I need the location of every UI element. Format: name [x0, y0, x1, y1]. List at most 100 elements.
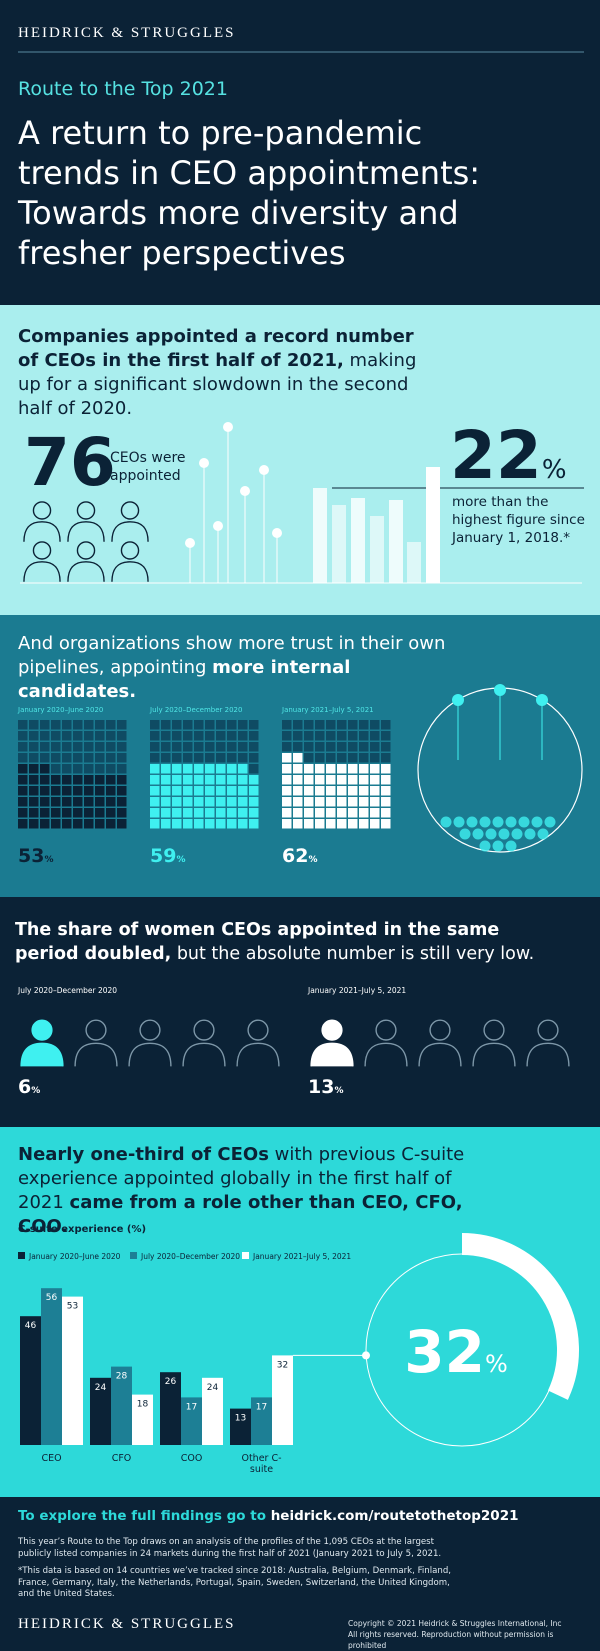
waffle-cell-filled — [227, 786, 237, 796]
waffle-cell-filled — [18, 786, 28, 796]
legend-swatch — [18, 1252, 25, 1259]
waffle-cell — [106, 720, 116, 730]
waffle-cell — [216, 753, 226, 763]
deco-bubble — [479, 816, 491, 828]
waffle-cell-filled — [337, 764, 347, 774]
waffle-cell — [293, 731, 303, 741]
deco-bar — [407, 542, 421, 583]
waffle-cell-filled — [249, 775, 259, 785]
value-label: 24 — [207, 1383, 219, 1393]
waffle-cell — [40, 720, 50, 730]
person-head — [32, 501, 52, 520]
waffle-cell-filled — [315, 786, 325, 796]
waffle-cell-filled — [282, 808, 292, 818]
deco-dot — [494, 684, 506, 696]
waffle-cell-filled — [205, 808, 215, 818]
lollipop-dot — [185, 538, 195, 548]
waffle-cell-filled — [51, 808, 61, 818]
deco-bubble — [531, 816, 543, 828]
waffle-cell — [205, 731, 215, 741]
header-bg — [0, 0, 600, 305]
waffle-cell-filled — [106, 786, 116, 796]
waffle-cell-filled — [282, 764, 292, 774]
waffle-cell-filled — [348, 786, 358, 796]
bar — [181, 1397, 202, 1445]
waffle-cell-filled — [194, 775, 204, 785]
period-label: July 2020–December 2020 — [18, 986, 118, 995]
waffle-cell — [370, 753, 380, 763]
value-number: 6 — [18, 1076, 31, 1098]
waffle-cell — [183, 720, 193, 730]
waffle-cell-filled — [282, 797, 292, 807]
waffle-cell-filled — [359, 808, 369, 818]
waffle-cell — [205, 742, 215, 752]
bar — [111, 1366, 132, 1445]
value-label: 17 — [186, 1402, 197, 1412]
person-body — [526, 1042, 570, 1067]
waffle-cell-filled — [326, 808, 336, 818]
waffle-cell-filled — [381, 819, 391, 829]
chart-title: C-suite experience (%) — [18, 1224, 146, 1235]
waffle-cell — [282, 742, 292, 752]
deco-bubble — [518, 816, 530, 828]
deco-dot — [452, 694, 464, 706]
person-head — [31, 1019, 53, 1041]
waffle-cell — [161, 720, 171, 730]
waffle-cell — [381, 731, 391, 741]
waffle-cell — [84, 753, 94, 763]
deco-bubble — [511, 828, 523, 840]
waffle-cell — [62, 764, 72, 774]
period-label: July 2020–December 2020 — [150, 706, 243, 714]
waffle-cell-filled — [249, 786, 259, 796]
waffle-cell — [172, 753, 182, 763]
deco-bar — [389, 500, 403, 583]
waffle-cell-filled — [117, 786, 127, 796]
deco-bubble — [479, 840, 491, 852]
waffle-cell — [18, 753, 28, 763]
waffle-cell-filled — [293, 764, 303, 774]
section2-headline: And organizations show more trust in the… — [18, 632, 458, 704]
waffle-cell-filled — [29, 819, 39, 829]
waffle-cell-filled — [348, 819, 358, 829]
increase-unit: % — [542, 455, 567, 485]
waffle-cell-filled — [150, 808, 160, 818]
value-unit: % — [31, 1086, 40, 1096]
waffle-cell-filled — [183, 764, 193, 774]
value-label: 28 — [116, 1372, 128, 1382]
waffle-cell-filled — [348, 775, 358, 785]
cta-link[interactable]: heidrick.com/routetothetop2021 — [270, 1508, 519, 1524]
waffle-cell-filled — [117, 808, 127, 818]
waffle-cell — [84, 720, 94, 730]
waffle-cell — [183, 753, 193, 763]
value-label: 32 — [277, 1360, 288, 1370]
waffle-cell-filled — [40, 808, 50, 818]
waffle-cell — [282, 731, 292, 741]
waffle-cell-filled — [172, 808, 182, 818]
waffle-cell-filled — [282, 753, 292, 763]
waffle-cell-filled — [227, 808, 237, 818]
note: *This data is based on 14 countries we’v… — [18, 1566, 452, 1599]
lollipop-dot — [272, 528, 282, 538]
waffle-cell-filled — [293, 753, 303, 763]
waffle-cell — [106, 753, 116, 763]
waffle-cell-filled — [326, 764, 336, 774]
value-unit: % — [334, 1086, 343, 1096]
waffle-cell — [381, 742, 391, 752]
women-icons: 6% 13% — [18, 1019, 570, 1098]
deco-bubble — [485, 828, 497, 840]
period-label: January 2020–June 2020 — [18, 706, 104, 714]
waffle-cell — [84, 764, 94, 774]
waffle-cell-filled — [370, 786, 380, 796]
waffle-cell-filled — [117, 819, 127, 829]
waffle-cell — [51, 731, 61, 741]
waffle-cell — [205, 720, 215, 730]
person-head — [321, 1019, 343, 1041]
waffle-cell — [227, 753, 237, 763]
waffle-cell-filled — [304, 808, 314, 818]
person-head — [193, 1019, 215, 1041]
ceo-count: 76 — [24, 424, 116, 501]
waffle-cell — [62, 742, 72, 752]
waffle-cell-filled — [161, 797, 171, 807]
deco-bubble — [505, 840, 517, 852]
waffle-cell-filled — [326, 786, 336, 796]
